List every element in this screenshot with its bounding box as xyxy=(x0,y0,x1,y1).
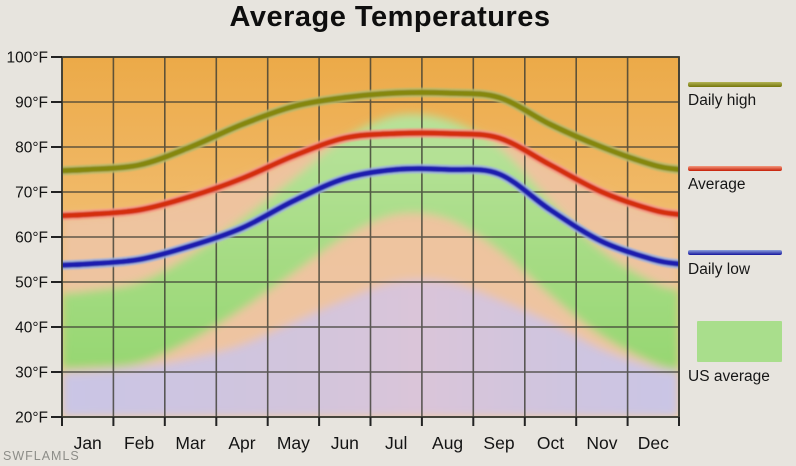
x-axis-label: Feb xyxy=(124,433,154,453)
daily-high-swatch xyxy=(688,82,782,87)
daily-low-line xyxy=(62,165,679,268)
legend-label-average: Average xyxy=(688,176,746,193)
x-axis-label: Jul xyxy=(385,433,407,453)
watermark: SWFLAMLS xyxy=(3,449,80,463)
average-swatch xyxy=(688,166,782,171)
x-axis-label: Nov xyxy=(586,433,617,453)
x-axis-label: Jan xyxy=(74,433,102,453)
y-axis-label: 80°F xyxy=(15,140,48,157)
y-axis-label: 40°F xyxy=(15,320,48,337)
axis-ticks xyxy=(51,56,680,426)
x-axis-label: May xyxy=(277,433,310,453)
chart-title: Average Temperatures xyxy=(229,1,551,33)
legend-label-daily-low: Daily low xyxy=(688,261,751,278)
x-axis-label: Sep xyxy=(483,433,514,453)
y-axis-label: 30°F xyxy=(15,365,48,382)
us-average-swatch xyxy=(697,321,782,362)
average-line xyxy=(62,130,679,219)
x-axis-label: Oct xyxy=(537,433,564,453)
legend-label-daily-high: Daily high xyxy=(688,92,757,109)
y-axis-label: 90°F xyxy=(15,95,48,112)
daily-low-swatch xyxy=(688,250,782,255)
y-axis-label: 100°F xyxy=(6,50,48,67)
x-axis-labels: Jan Feb Mar Apr May Jun Jul Aug Sep Oct Nov Dec xyxy=(74,433,670,453)
y-axis-label: 50°F xyxy=(15,275,48,292)
x-axis-label: Apr xyxy=(228,433,255,453)
y-axis-label: 60°F xyxy=(15,230,48,247)
series-lines xyxy=(62,87,679,270)
x-axis-label: Jun xyxy=(331,433,359,453)
y-axis-label: 20°F xyxy=(15,410,48,427)
x-axis-label: Aug xyxy=(432,433,463,453)
y-axis-labels: 100°F 90°F 80°F 70°F 60°F 50°F 40°F 30°F 20°F xyxy=(6,50,48,427)
x-axis-label: Mar xyxy=(175,433,205,453)
y-axis-label: 70°F xyxy=(15,185,48,202)
legend-label-us-average: US average xyxy=(688,368,770,385)
daily-high-line xyxy=(62,89,679,174)
x-axis-label: Dec xyxy=(638,433,669,453)
